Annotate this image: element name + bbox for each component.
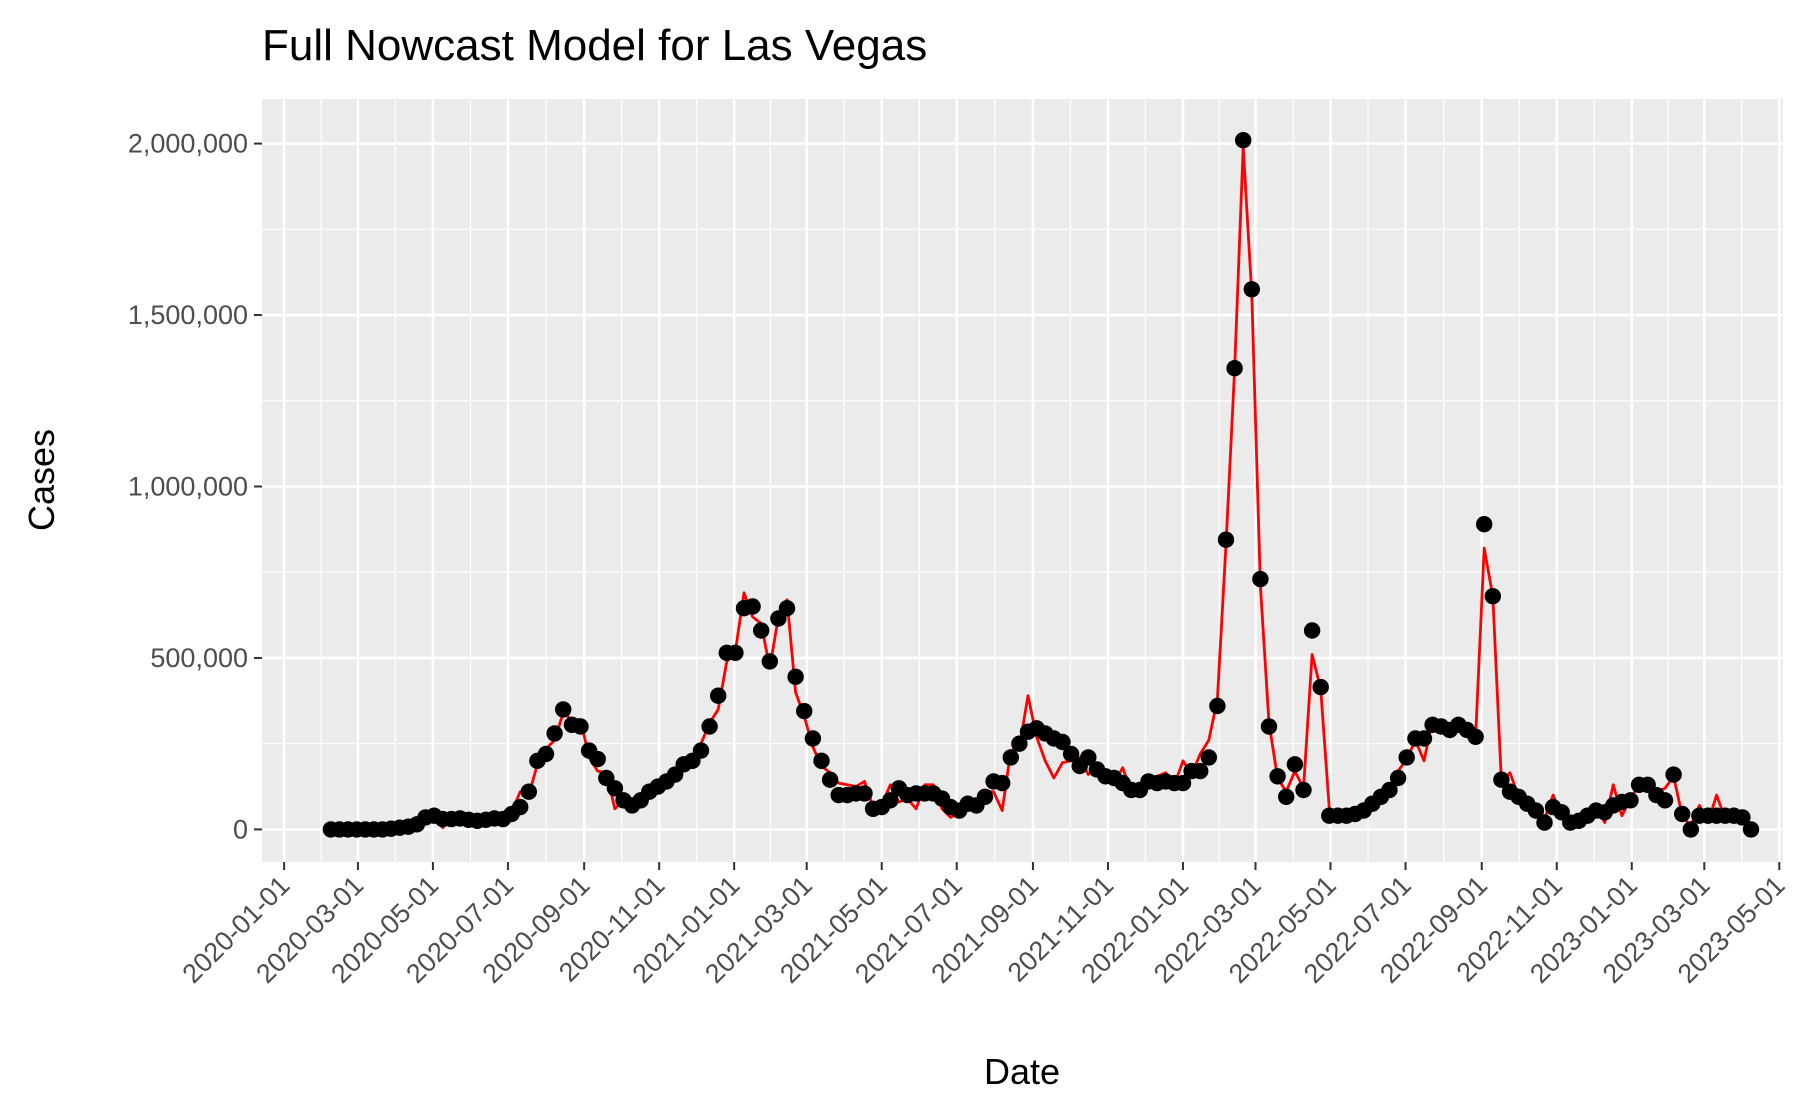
observed-point [1286, 756, 1304, 773]
observed-point [1493, 771, 1510, 788]
observed-point [1200, 749, 1218, 766]
observed-point [1734, 809, 1751, 826]
observed-point [821, 771, 839, 788]
x-axis-title: Date [984, 1051, 1060, 1092]
chart-title: Full Nowcast Model for Las Vegas [262, 21, 927, 70]
observed-point [1665, 766, 1682, 783]
observed-point [1226, 360, 1243, 377]
observed-point [606, 780, 624, 797]
observed-point [727, 644, 744, 661]
y-tick-label: 0 [233, 814, 248, 844]
observed-point [1269, 768, 1286, 785]
observed-point [796, 702, 813, 720]
observed-point [1209, 697, 1226, 715]
observed-point [856, 785, 873, 802]
observed-point [537, 745, 555, 763]
observed-point [804, 730, 822, 747]
x-axis: 2020-01-012020-03-012020-05-012020-07-01… [177, 862, 1791, 989]
observed-point [555, 701, 572, 718]
y-axis: 0 500,000 1,000,000 1,500,000 2,000,000 [128, 129, 262, 844]
observed-point [1252, 570, 1269, 588]
observed-point [692, 742, 710, 759]
observed-point [1536, 814, 1553, 831]
y-tick-label: 1,500,000 [128, 300, 248, 330]
observed-point [1217, 531, 1235, 548]
observed-point [1011, 735, 1028, 752]
y-tick-label: 500,000 [150, 643, 248, 673]
observed-point [1260, 718, 1278, 735]
observed-point [572, 718, 589, 735]
observed-point [1312, 678, 1329, 696]
observed-point [1002, 749, 1019, 766]
observed-point [1398, 749, 1415, 766]
observed-point [813, 752, 830, 769]
observed-point [1080, 749, 1097, 766]
observed-point [761, 653, 778, 670]
observed-point [882, 792, 899, 809]
y-minor-grid [262, 228, 1783, 745]
observed-point [1742, 821, 1760, 838]
y-axis-title: Cases [21, 429, 62, 531]
observed-point [778, 600, 796, 617]
observed-point [1278, 788, 1295, 805]
observed-point [1174, 774, 1192, 792]
observed-point [1192, 762, 1209, 780]
observed-point [520, 783, 537, 800]
y-major-grid [262, 142, 1783, 831]
observed-point [1467, 728, 1484, 745]
observed-point [1656, 792, 1674, 809]
observed-point [1054, 733, 1071, 751]
observed-point [710, 687, 727, 704]
observed-point [1235, 132, 1252, 149]
observed-point [1381, 781, 1398, 799]
observed-point [1674, 805, 1691, 823]
observed-point [1622, 792, 1639, 809]
observed-point [1484, 588, 1502, 605]
y-tick-label: 2,000,000 [128, 129, 248, 159]
observed-point [787, 668, 804, 685]
observed-point [589, 750, 606, 768]
observed-point [744, 598, 761, 615]
observed-point [1476, 516, 1493, 533]
x-major-grid [282, 99, 1781, 862]
observed-point [1062, 745, 1080, 763]
observed-point [976, 788, 994, 805]
observed-point [1295, 781, 1312, 799]
y-tick-label: 1,000,000 [128, 472, 248, 502]
observed-point [1303, 622, 1321, 639]
observed-points-layer [322, 132, 1760, 838]
observed-point [1682, 821, 1700, 838]
observed-point [1415, 730, 1433, 747]
observed-point [1389, 769, 1407, 787]
observed-point [512, 798, 529, 816]
observed-point [1527, 802, 1545, 819]
observed-point [546, 725, 563, 742]
observed-point [701, 718, 718, 735]
observed-point [1243, 281, 1261, 298]
observed-point [753, 622, 770, 639]
observed-point [994, 774, 1011, 792]
